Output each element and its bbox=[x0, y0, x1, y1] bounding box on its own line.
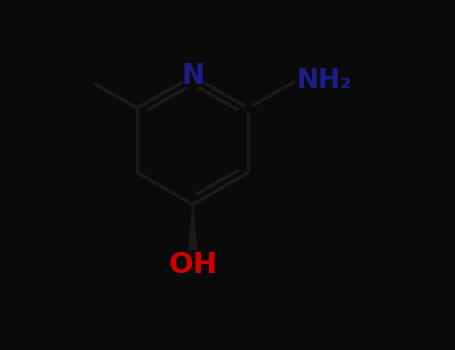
Text: N: N bbox=[181, 62, 204, 90]
Polygon shape bbox=[189, 204, 197, 250]
Text: NH₂: NH₂ bbox=[297, 68, 352, 94]
Text: OH: OH bbox=[168, 251, 217, 279]
